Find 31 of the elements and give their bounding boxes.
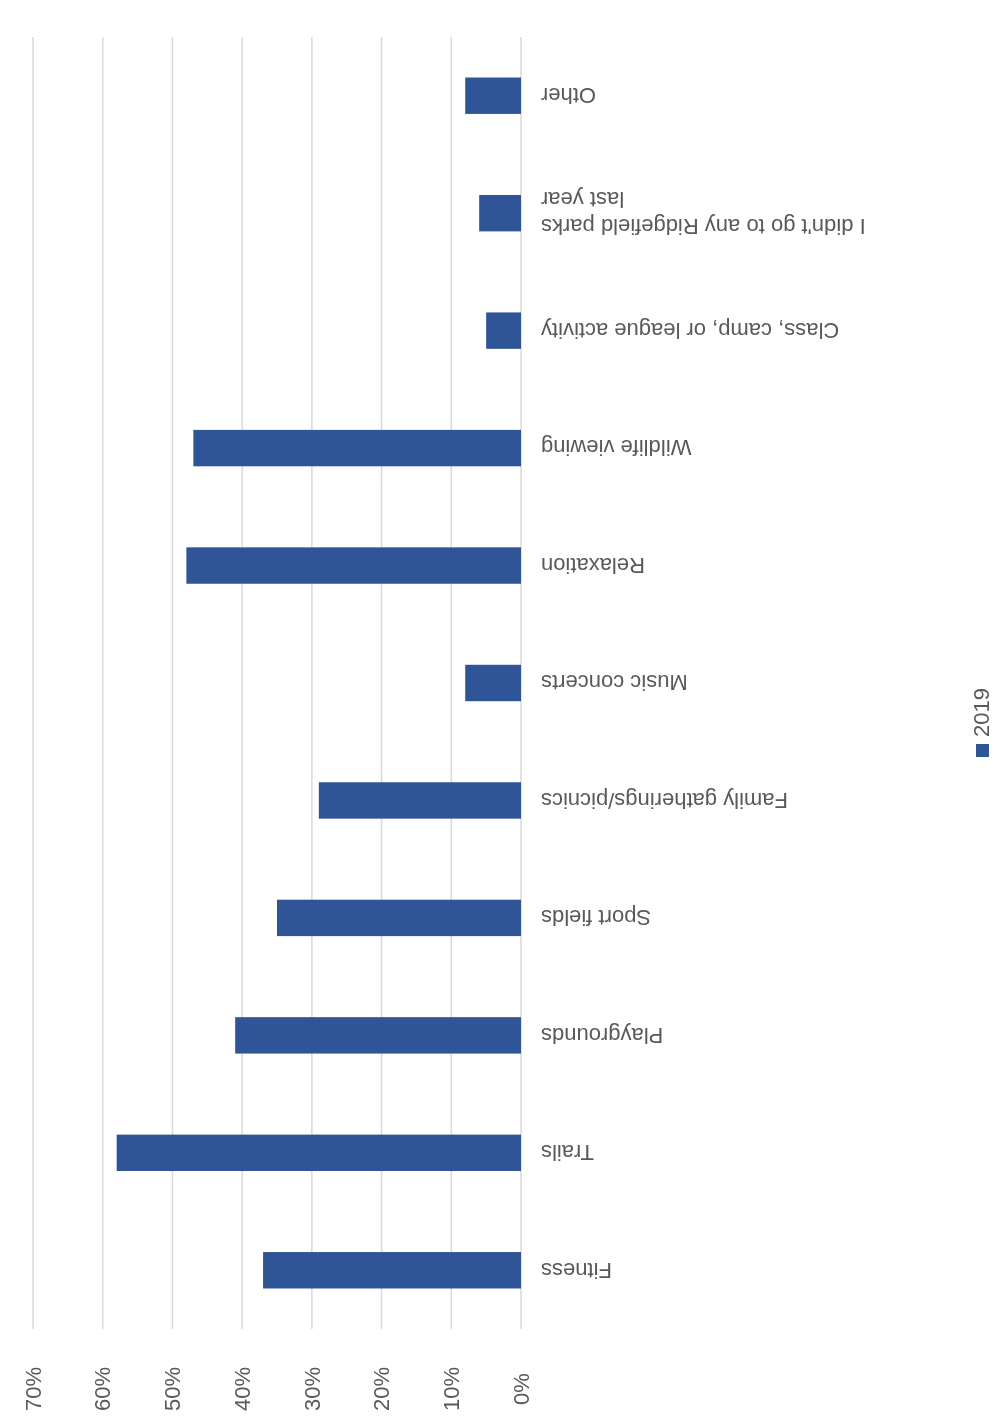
y-tick-label: Other xyxy=(541,83,597,109)
bar xyxy=(486,312,521,349)
bar xyxy=(277,899,521,937)
x-tick-label: 50% xyxy=(160,1366,186,1412)
bar xyxy=(193,429,521,467)
x-tick-label: 10% xyxy=(438,1366,464,1412)
y-tick-label: Trails xyxy=(541,1140,594,1166)
y-tick-label: Relaxation xyxy=(541,552,645,578)
x-tick-label: 70% xyxy=(20,1366,46,1412)
x-tick-label: 40% xyxy=(229,1366,255,1412)
bar xyxy=(263,1252,521,1289)
bar xyxy=(318,782,521,819)
y-tick-label: Wildlife viewing xyxy=(541,435,692,461)
x-tick-label: 0% xyxy=(508,1373,534,1405)
bar xyxy=(186,547,521,584)
y-tick-label: Playgrounds xyxy=(541,1022,664,1048)
text: 2019 xyxy=(969,688,994,737)
bar xyxy=(465,664,521,702)
bar xyxy=(465,77,521,114)
bar xyxy=(235,1017,521,1054)
x-tick-label: 20% xyxy=(369,1366,395,1412)
x-tick-label: 30% xyxy=(299,1366,325,1412)
y-tick-label: I didn't go to any Ridgefield parks last year xyxy=(541,187,866,239)
bar xyxy=(116,1134,521,1172)
y-tick-label: Fitness xyxy=(541,1257,612,1283)
y-tick-label: Sport fields xyxy=(541,905,652,931)
y-tick-label: Family gatherings/picnics xyxy=(541,787,788,813)
bar xyxy=(479,194,521,232)
y-tick-label: Class, camp, or league activity xyxy=(541,317,840,343)
x-tick-label: 60% xyxy=(90,1366,116,1412)
y-tick-label: Music concerts xyxy=(541,670,688,696)
